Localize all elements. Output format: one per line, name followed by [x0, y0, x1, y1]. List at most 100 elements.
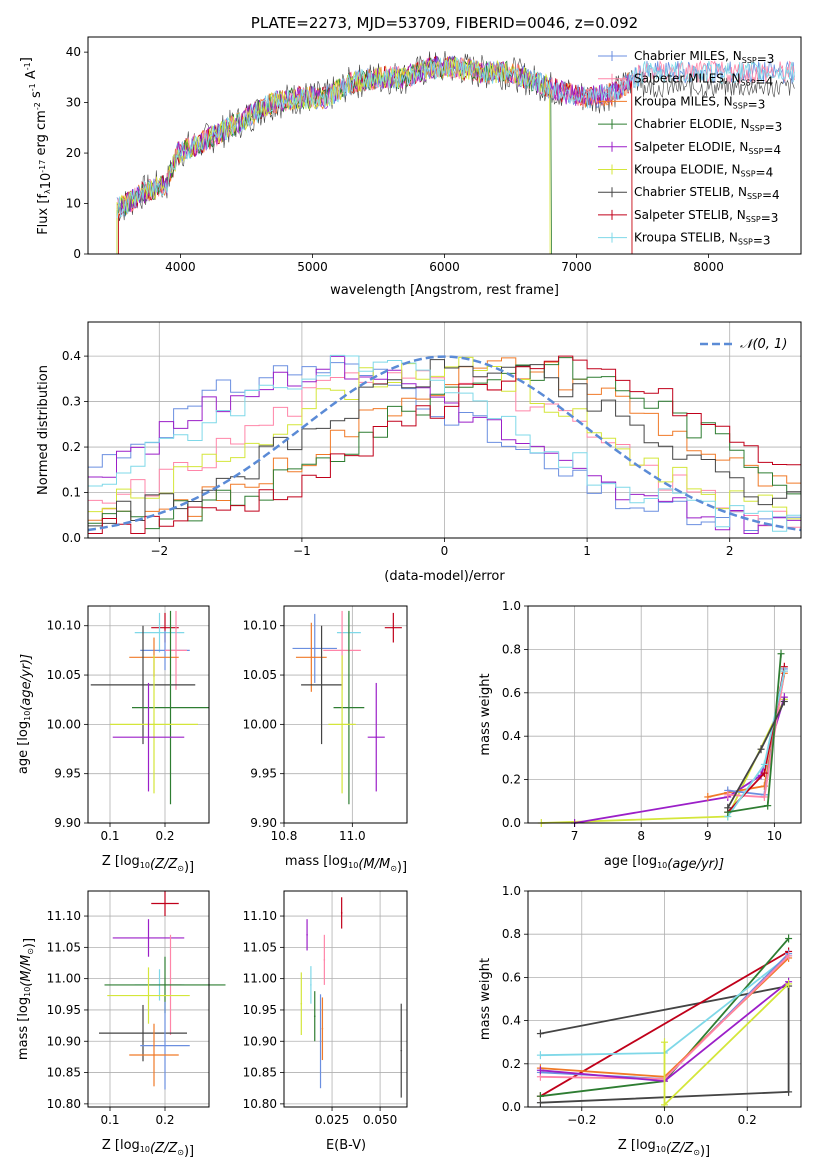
age-mass-point [341, 649, 343, 652]
spectrum-xlabel: wavelength [Angstrom, rest frame] [330, 283, 559, 298]
mass-z-xtick-label: 0.1 [100, 1113, 119, 1127]
mw-age-xtick-label: 7 [571, 829, 579, 843]
age-mass-ytick-label: 9.95 [250, 767, 277, 781]
hist-legend-label: 𝒩(0, 1) [740, 337, 787, 352]
mw-age-xtick-label: 9 [704, 829, 712, 843]
mw-age-frame [527, 605, 802, 824]
mw-age-ytick-label: 0.0 [502, 816, 521, 830]
mass-z-ytick-label: 10.90 [47, 1034, 81, 1048]
mw-age-series-line [574, 696, 786, 824]
mw-z-xtick-label: 0.0 [655, 1113, 674, 1127]
mass-ebv-xtick-label: 0.050 [363, 1113, 397, 1127]
age-z-ylabel: age [log10(age/yr)] [16, 654, 34, 774]
age-mass-frame [283, 605, 408, 824]
age-mass-point [348, 706, 350, 709]
age-mass-ytick-label: 10.00 [243, 717, 277, 731]
histogram-panel: −2 −1 0 1 2 0.0 0.1 0.2 0.3 0.4 (data-model)/error… [36, 321, 802, 584]
age-z-point [158, 631, 161, 634]
mass-ebv-point [313, 1015, 316, 1018]
mw-age-xtick-label: 10 [767, 829, 782, 843]
age-mass-ytick-label: 9.90 [250, 816, 277, 830]
spectrum-xtick-label: 6000 [429, 260, 460, 274]
mw-age-panel: 7 8 9 10 0.0 0.2 0.4 0.6 0.8 1.0 mass weight age [l… [478, 599, 802, 872]
mw-z-series-line [663, 983, 790, 1107]
spectrum-ytick-label: 0 [73, 247, 81, 261]
legend-label: Salpeter STELIB, NSSP=3 [634, 208, 778, 225]
mw-age-xlabel: age [log10(age/yr)] [604, 854, 724, 872]
mass-z-point [142, 1032, 144, 1034]
legend-label: Kroupa MILES, NSSP=3 [634, 94, 765, 111]
mw-z-series-line [539, 950, 790, 1097]
age-mass-point [320, 684, 323, 686]
mass-ebv-xtick-label: 0.025 [315, 1113, 349, 1127]
mw-age-series-line [727, 701, 786, 809]
hist-series-chabrier-stelib [88, 359, 801, 527]
age-mass-point [392, 626, 395, 629]
spectrum-xtick-label: 4000 [165, 260, 196, 274]
age-z-point [142, 684, 144, 686]
hist-series-chabrier-miles [88, 362, 801, 531]
age-z-xtick-label: 0.2 [155, 829, 174, 843]
spectrum-line-kroupa-stelib [116, 57, 795, 218]
age-z-ytick-label: 10.00 [47, 717, 81, 731]
mass-ebv-ytick-label: 10.90 [243, 1034, 277, 1048]
spectrum-ylabel: Flux [fλ10-17 erg cm-2 s-1 A-1] [19, 57, 54, 235]
legend-label: Chabrier ELODIE, NSSP=3 [634, 117, 782, 134]
mw-age-ytick-label: 0.4 [502, 729, 521, 743]
mass-ebv-ytick-label: 10.80 [243, 1097, 277, 1111]
legend-label: Kroupa ELODIE, NSSP=4 [634, 163, 773, 180]
hist-xtick-label: −1 [293, 544, 311, 558]
mass-z-ytick-label: 10.95 [47, 1003, 81, 1017]
mass-ebv-point [321, 1027, 324, 1030]
mass-z-ytick-label: 11.10 [47, 909, 81, 923]
age-mass-panel: 10.8 11.0 9.90 9.95 10.00 10.05 10.10 mass [log… [243, 605, 408, 875]
legend-label: Chabrier STELIB, NSSP=4 [634, 185, 780, 202]
spectrum-line-kroupa-elodie [116, 57, 551, 255]
mass-z-ylabel: mass [log10(M/M⊙)] [16, 938, 37, 1060]
mw-z-xlabel: Z [log10(Z/Z⊙)] [618, 1138, 710, 1159]
mass-ebv-ytick-label: 10.95 [243, 1003, 277, 1017]
mw-age-ytick-label: 0.6 [502, 686, 521, 700]
spectrum-ytick-label: 30 [66, 96, 81, 110]
hist-ytick-label: 0.0 [62, 531, 81, 545]
mass-z-point [164, 984, 166, 986]
mw-z-xtick-label: −0.2 [567, 1113, 596, 1127]
age-z-point [175, 649, 177, 652]
mw-z-ytick-label: 0.2 [502, 1057, 521, 1071]
hist-series-kroupa-stelib [88, 354, 801, 532]
mass-ebv-point [300, 1002, 303, 1005]
spectrum-ytick-label: 10 [66, 197, 81, 211]
age-mass-xtick-label: 11.0 [339, 829, 366, 843]
age-z-point [169, 706, 172, 709]
mass-z-point [164, 1044, 166, 1047]
mass-ebv-point [319, 1040, 322, 1043]
legend-label: Salpeter MILES, NSSP=4 [634, 72, 773, 89]
mw-age-ytick-label: 1.0 [502, 599, 521, 613]
hist-ytick-label: 0.3 [62, 395, 81, 409]
mass-ebv-ytick-label: 10.85 [243, 1066, 277, 1080]
mass-ebv-xlabel: E(B-V) [326, 1138, 366, 1153]
hist-ytick-label: 0.1 [62, 486, 81, 500]
age-mass-point [313, 647, 316, 650]
mw-z-ytick-label: 0.6 [502, 970, 521, 984]
age-z-xtick-label: 0.1 [100, 829, 119, 843]
mw-age-ytick-label: 0.2 [502, 773, 521, 787]
mass-ebv-ytick-label: 11.00 [243, 972, 277, 986]
mass-z-xtick-label: 0.2 [155, 1113, 174, 1127]
spectrum-line-salpeter-miles [116, 56, 795, 218]
mass-ebv-panel: 0.025 0.050 10.80 10.85 10.90 10.95 11.00 11.05… [243, 890, 408, 1153]
mass-z-frame [87, 890, 210, 1108]
age-z-ytick-label: 9.90 [54, 816, 81, 830]
mass-z-point [147, 994, 150, 997]
age-z-xlabel: Z [log10(Z/Z⊙)] [102, 854, 194, 875]
hist-xlabel: (data-model)/error [384, 569, 505, 584]
mw-z-ytick-label: 0.0 [502, 1100, 521, 1114]
legend-label: Chabrier MILES, NSSP=3 [634, 49, 774, 66]
age-mass-point [341, 723, 343, 726]
spectrum-xtick-label: 7000 [561, 260, 592, 274]
spectrum-ytick-label: 20 [66, 146, 81, 160]
mw-z-ytick-label: 1.0 [502, 884, 521, 898]
mass-z-point [153, 1054, 155, 1056]
hist-ytick-label: 0.4 [62, 349, 81, 363]
